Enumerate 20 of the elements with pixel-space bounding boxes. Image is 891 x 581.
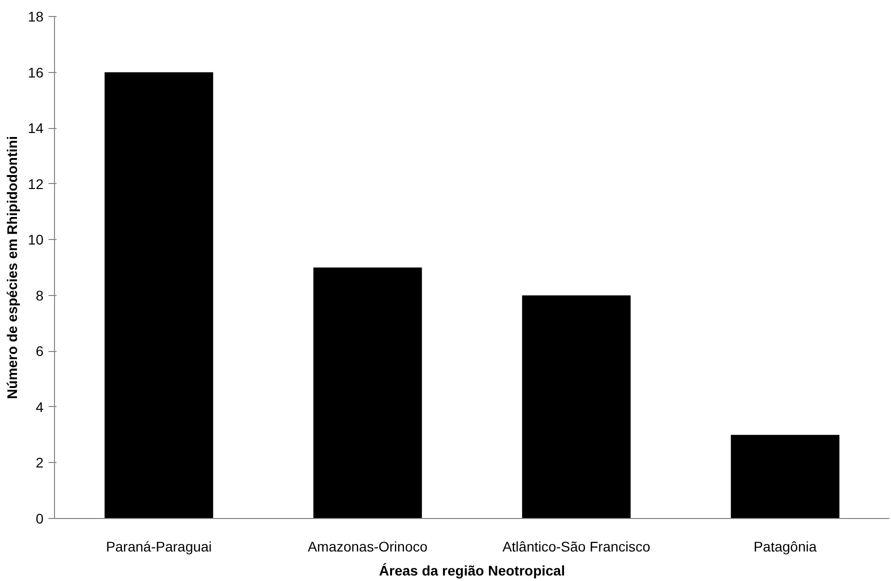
y-tick-label: 14 <box>28 120 44 136</box>
y-tick-label: 12 <box>28 176 44 192</box>
y-tick-label: 0 <box>36 510 44 526</box>
y-tick-label: 4 <box>36 398 44 415</box>
y-tick-label: 8 <box>36 287 44 304</box>
y-tick-label: 6 <box>36 343 44 360</box>
bar <box>522 295 631 518</box>
x-axis-title: Áreas da região Neotropical <box>379 562 565 578</box>
x-tick-label: Atlântico-São Francisco <box>502 538 651 554</box>
y-tick-label: 16 <box>28 64 44 80</box>
bar <box>104 72 214 518</box>
bar <box>313 268 422 518</box>
x-tick-label: Paraná-Paraguai <box>106 538 212 554</box>
x-tick-label: Amazonas-Orinoco <box>308 538 428 554</box>
y-tick-label: 18 <box>28 8 44 24</box>
bar <box>730 434 840 518</box>
y-axis-title: Número de espécies em Rhipidodontini <box>4 136 20 399</box>
x-tick-label: Patagônia <box>754 538 817 554</box>
y-tick-label: 2 <box>36 454 44 471</box>
y-tick-label: 10 <box>28 232 44 248</box>
